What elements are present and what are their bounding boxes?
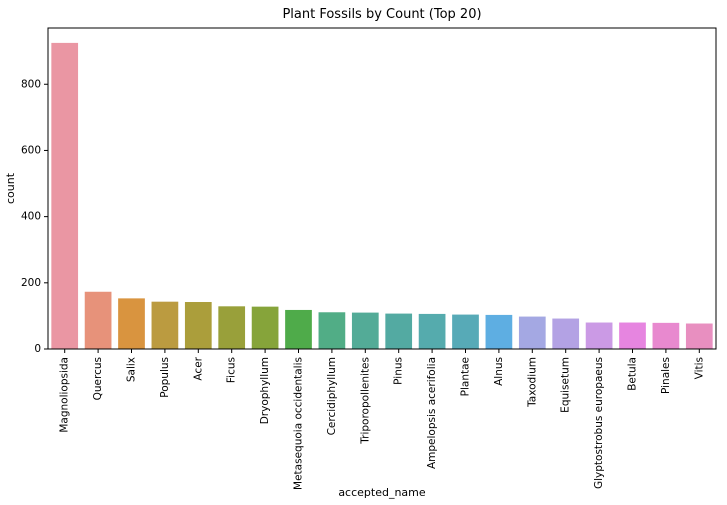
bar-dryophyllum: [251, 306, 279, 349]
y-tick-label: 400: [21, 211, 41, 223]
bar-plantae: [452, 314, 479, 349]
bar-triporopollenites: [351, 312, 379, 349]
y-tick-label: 800: [21, 78, 41, 90]
x-tick-label: Vitis: [693, 357, 705, 379]
bar-cercidiphyllum: [318, 312, 346, 349]
x-tick-label: Equisetum: [560, 357, 572, 413]
chart-title: Plant Fossils by Count (Top 20): [282, 7, 481, 22]
x-tick-label: Metasequoia occidentalis: [293, 357, 305, 490]
bar-populus: [151, 301, 179, 349]
bar-ampelopsis-acerifolia: [418, 313, 446, 349]
bar-metasequoia-occidentalis: [285, 309, 312, 349]
bar-equisetum: [552, 318, 580, 349]
bars-group: [51, 42, 713, 349]
bar-pinus: [385, 313, 413, 349]
bar-ficus: [218, 306, 246, 349]
x-tick-label: Magnoliopsida: [59, 357, 71, 433]
bar-betula: [619, 322, 646, 349]
bar-vitis: [685, 323, 713, 349]
bar-salix: [118, 298, 145, 349]
x-tick-label: Acer: [192, 356, 204, 380]
x-tick-label: Cercidiphyllum: [326, 357, 338, 435]
y-tick-label: 200: [21, 277, 41, 289]
x-tick-label: Quercus: [92, 357, 104, 400]
bar-glyptostrobus-europaeus: [585, 322, 613, 349]
plot-frame: [47, 27, 717, 350]
y-tick-label: 0: [34, 343, 41, 355]
x-tick-label: Pinus: [393, 357, 405, 385]
x-tick-label: Ficus: [226, 357, 238, 383]
x-tick-label: Salix: [126, 357, 138, 382]
bar-acer: [184, 302, 212, 349]
bar-alnus: [485, 314, 513, 349]
x-tick-label: Glyptostrobus europaeus: [593, 357, 605, 489]
x-tick-label: Betula: [627, 357, 639, 391]
x-tick-label: Pinales: [660, 357, 672, 394]
x-tick-label: Alnus: [493, 357, 505, 386]
x-tick-label: Taxodium: [526, 357, 538, 408]
y-axis-label: count: [4, 172, 17, 204]
x-tick-label: Triporopollenites: [359, 357, 371, 445]
bar-magnoliopsida: [51, 42, 79, 349]
x-tick-label: Plantae: [460, 357, 472, 396]
x-tick-label: Ampelopsis acerifolia: [426, 357, 438, 469]
x-tick-label: Populus: [159, 357, 171, 398]
bar-quercus: [84, 291, 112, 349]
x-tick-label: Dryophyllum: [259, 357, 271, 424]
x-axis-label: accepted_name: [338, 486, 426, 499]
bar-pinales: [652, 322, 680, 349]
bar-taxodium: [518, 316, 546, 349]
x-axis: Magnoliopsida Quercus Salix Populus Acer Ficu…: [59, 349, 705, 490]
y-axis: 0 200 400 600 800: [21, 78, 48, 355]
y-tick-label: 600: [21, 144, 41, 156]
